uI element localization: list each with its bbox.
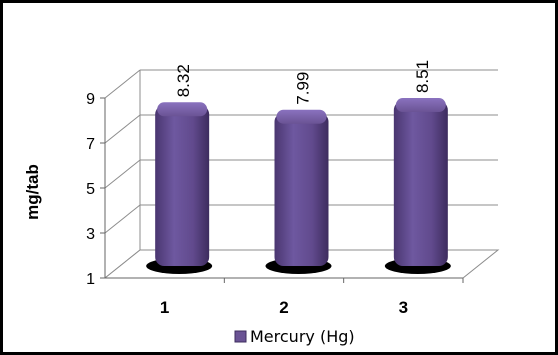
y-tick-label: 9: [86, 91, 95, 108]
x-tick-label-3: 3: [399, 298, 408, 317]
gridline-side-5: [104, 159, 141, 189]
y-axis-title: mg/tab: [23, 164, 42, 220]
y-tick-label: 3: [86, 226, 95, 243]
bar-top-3: [395, 98, 446, 113]
axes: [100, 97, 464, 283]
bar-top-1: [157, 102, 208, 117]
data-label-1: 8.32: [174, 64, 193, 97]
bar-3: [393, 101, 448, 267]
bar-top-2: [276, 109, 327, 124]
y-tick-label: 1: [86, 271, 95, 288]
legend-label: Mercury (Hg): [250, 327, 355, 346]
bars: [146, 98, 451, 274]
x-tick-label-1: 1: [160, 298, 169, 317]
legend: Mercury (Hg): [234, 327, 355, 346]
legend-swatch: [234, 330, 247, 343]
gridline-side-9: [104, 69, 141, 99]
bar-2: [274, 112, 329, 266]
x-tick-label-2: 2: [279, 298, 288, 317]
y-tick-label: 5: [86, 181, 95, 198]
labels: 1 3 5 7 9 1 8.32 2 7.99 3 8.51: [86, 60, 432, 317]
gridline-side-7: [104, 114, 141, 144]
data-label-3: 8.51: [413, 60, 432, 93]
gridline-side-3: [104, 204, 141, 234]
y-tick-label: 7: [86, 136, 95, 153]
data-label-2: 7.99: [294, 72, 313, 105]
bar-1: [155, 105, 210, 266]
